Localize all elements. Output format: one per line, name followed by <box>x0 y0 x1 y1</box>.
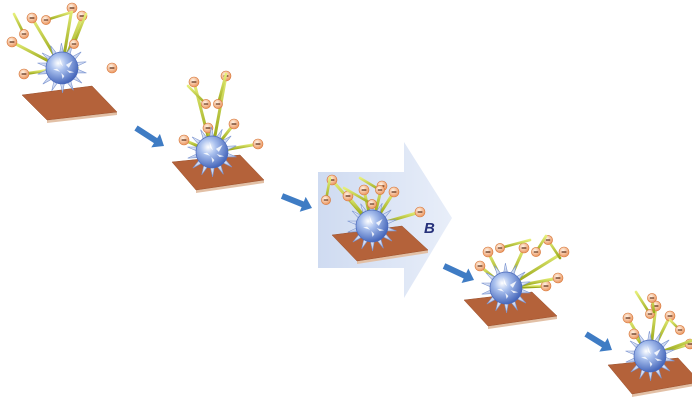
particle-facet <box>371 230 375 237</box>
ligand-stem <box>342 186 374 206</box>
particle-core <box>633 339 667 373</box>
particle-facet <box>363 226 371 230</box>
particle-facet <box>647 345 651 355</box>
ligand-stem <box>30 16 57 58</box>
particle-facet <box>376 227 385 231</box>
particle-facet <box>215 145 223 152</box>
step-label-b: B <box>424 220 435 237</box>
step-2 <box>171 70 265 193</box>
particle-facet <box>203 152 211 156</box>
particle-facet <box>61 72 65 79</box>
particle-facet <box>211 156 215 163</box>
arrow-shape <box>280 193 313 212</box>
ligand-stem <box>72 12 88 46</box>
process-arrow-icon <box>584 331 613 352</box>
particle-core <box>489 271 523 305</box>
particle-facet <box>375 219 383 226</box>
particle-facet <box>505 292 509 299</box>
particle-facet <box>497 288 505 292</box>
arrow-shape <box>442 263 475 284</box>
step-1 <box>6 2 118 123</box>
ligand-stem <box>661 338 692 353</box>
step-4 <box>463 242 570 329</box>
process-arrow-icon <box>442 263 475 284</box>
particle-core <box>195 135 229 169</box>
substrate-edge <box>632 383 692 397</box>
particle-facet <box>369 215 373 225</box>
particle-facet <box>509 281 517 288</box>
process-arrow-icon <box>134 125 164 148</box>
particle-facet <box>641 356 649 360</box>
particle-facet <box>649 360 653 367</box>
particle-facet <box>216 153 225 157</box>
ligand-stem <box>10 40 52 64</box>
particle-facet <box>59 57 63 67</box>
particle-facet <box>653 349 661 356</box>
ligand-stem <box>65 14 84 57</box>
substrate-edge <box>357 250 428 264</box>
arrow-shape <box>134 125 164 148</box>
substrate-plate-icon <box>21 85 118 121</box>
particle-facet <box>53 68 61 72</box>
particle-facet <box>65 61 73 68</box>
step-5 <box>607 300 692 397</box>
substrate-edge <box>488 316 557 329</box>
ligand-stem <box>216 72 228 106</box>
ligand-stem <box>224 142 260 152</box>
particle-facet <box>510 289 519 293</box>
free-ligands <box>12 10 685 335</box>
particle-core <box>45 51 79 85</box>
process-arrow-icon <box>280 193 313 212</box>
particle-facet <box>503 277 507 287</box>
particle-core <box>355 209 389 243</box>
particle-facet <box>654 357 663 361</box>
ligand-stem <box>62 6 74 56</box>
arrow-shape <box>584 331 613 352</box>
particle-facet <box>66 69 75 73</box>
particle-facet <box>209 141 213 151</box>
ligand-stem <box>516 250 566 283</box>
ligand-stem <box>498 238 532 250</box>
substrate-edge <box>47 112 117 123</box>
substrate-edge <box>196 180 264 193</box>
